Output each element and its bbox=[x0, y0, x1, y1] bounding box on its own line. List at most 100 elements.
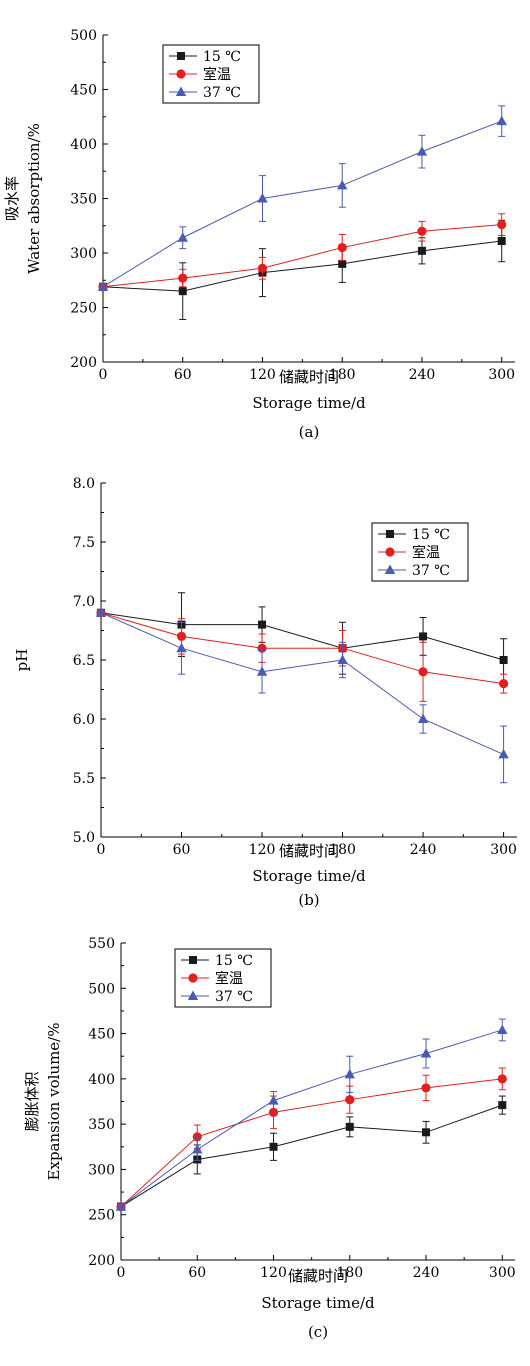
y-tick-label: 8.0 bbox=[73, 476, 95, 492]
data-point bbox=[256, 666, 268, 676]
y-tick-label: 5.5 bbox=[73, 771, 95, 787]
legend-marker bbox=[175, 86, 187, 96]
x-tick-label: 0 bbox=[97, 842, 106, 858]
legend-marker bbox=[385, 547, 395, 557]
data-point bbox=[497, 1074, 507, 1084]
x-tick-label: 240 bbox=[413, 1265, 440, 1281]
figure-caption: (c) bbox=[308, 1323, 328, 1341]
y-axis-title-en: Expansion volume/% bbox=[45, 1023, 63, 1181]
x-tick-label: 240 bbox=[409, 367, 436, 383]
x-tick-label: 60 bbox=[173, 842, 191, 858]
y-tick-label: 6.0 bbox=[73, 712, 95, 728]
y-tick-label: 200 bbox=[88, 1253, 115, 1269]
y-tick-label: 250 bbox=[70, 301, 97, 317]
data-point bbox=[499, 656, 508, 664]
series-line bbox=[120, 1104, 503, 1207]
legend-label: 37 ℃ bbox=[412, 563, 450, 579]
data-point bbox=[337, 654, 348, 664]
y-tick-label: 450 bbox=[70, 83, 97, 99]
x-tick-label: 300 bbox=[488, 367, 515, 383]
chart-b: 5.0 5.5 6.0 6.5 7.0 7.5 8.0 0 60 120 180 240 300 储藏时间… bbox=[13, 476, 517, 909]
y-tick-label: 450 bbox=[88, 1027, 115, 1043]
data-point bbox=[269, 1142, 278, 1151]
legend-label: 室温 bbox=[412, 544, 440, 561]
x-tick-label: 60 bbox=[188, 1265, 206, 1281]
series-line bbox=[100, 612, 504, 755]
legend-marker bbox=[176, 69, 186, 79]
data-point bbox=[337, 179, 348, 190]
series-line bbox=[102, 120, 502, 288]
series-line bbox=[120, 1078, 503, 1207]
series-room bbox=[116, 1067, 507, 1212]
chart-panel-b: 5.0 5.5 6.0 6.5 7.0 7.5 8.0 0 60 120 180 240 300 储藏时间… bbox=[0, 470, 530, 930]
series-line bbox=[120, 1029, 503, 1207]
chart-panel-c: 200 250 300 350 400 450 500 550 0 60 120 180 240 300 储… bbox=[0, 930, 530, 1366]
data-point bbox=[420, 1047, 432, 1058]
x-tick-label: 180 bbox=[329, 842, 356, 858]
data-point bbox=[417, 246, 426, 255]
x-axis-title-cn: 储藏时间 bbox=[279, 368, 339, 386]
y-tick-label: 7.5 bbox=[73, 535, 95, 551]
data-point bbox=[337, 242, 347, 253]
x-tick-label: 0 bbox=[99, 367, 108, 383]
y-axis-title-en: pH bbox=[13, 649, 31, 672]
data-point bbox=[178, 287, 187, 296]
chart-c: 200 250 300 350 400 450 500 550 0 60 120 180 240 300 储… bbox=[23, 936, 516, 1341]
y-tick-label: 350 bbox=[88, 1117, 115, 1133]
y-tick-label: 300 bbox=[70, 246, 97, 262]
x-axis-title-en: Storage time/d bbox=[252, 394, 366, 412]
series-s37 bbox=[97, 105, 507, 291]
figure-caption: (a) bbox=[299, 423, 320, 441]
data-point bbox=[258, 620, 267, 629]
y-tick-label: 300 bbox=[88, 1162, 115, 1178]
data-point bbox=[497, 1024, 508, 1034]
y-tick-label: 400 bbox=[88, 1072, 115, 1088]
data-point bbox=[498, 679, 509, 689]
data-point bbox=[419, 632, 428, 641]
x-tick-label: 120 bbox=[260, 1265, 287, 1281]
legend-label: 15 ℃ bbox=[215, 953, 253, 969]
y-tick-label: 7.0 bbox=[73, 594, 95, 610]
data-point bbox=[497, 220, 507, 230]
series-line bbox=[100, 612, 504, 661]
x-axis-title-cn: 储藏时间 bbox=[288, 1267, 348, 1285]
series-s15 bbox=[97, 592, 508, 682]
y-tick-label: 500 bbox=[88, 981, 115, 997]
series-s15 bbox=[117, 1095, 507, 1211]
y-tick-label: 5.0 bbox=[73, 830, 95, 846]
y-tick-label: 500 bbox=[70, 28, 97, 44]
x-axis-title-en: Storage time/d bbox=[261, 1294, 375, 1312]
legend-marker bbox=[187, 990, 199, 1000]
series-room bbox=[98, 213, 507, 292]
data-point bbox=[498, 1101, 507, 1110]
y-tick-label: 400 bbox=[70, 137, 97, 153]
data-point bbox=[345, 1095, 355, 1105]
data-point bbox=[257, 193, 268, 203]
legend-label: 15 ℃ bbox=[203, 49, 241, 65]
data-point bbox=[497, 237, 506, 246]
x-axis-title-cn: 储藏时间 bbox=[279, 842, 339, 860]
legend-label: 15 ℃ bbox=[412, 527, 450, 543]
series-line bbox=[102, 224, 502, 288]
legend-marker bbox=[386, 530, 394, 538]
data-point bbox=[268, 1095, 279, 1105]
series-s37 bbox=[115, 1018, 508, 1211]
x-axis-title-en: Storage time/d bbox=[252, 867, 366, 885]
series-line bbox=[102, 240, 502, 292]
y-tick-label: 6.5 bbox=[73, 653, 95, 669]
series-s37 bbox=[95, 607, 509, 784]
x-tick-label: 60 bbox=[174, 367, 192, 383]
series-room bbox=[96, 608, 509, 702]
legend-label: 37 ℃ bbox=[215, 989, 253, 1005]
x-tick-label: 120 bbox=[249, 842, 276, 858]
y-tick-label: 250 bbox=[88, 1208, 115, 1224]
data-point bbox=[176, 642, 187, 653]
series-line bbox=[100, 612, 504, 685]
x-tick-label: 240 bbox=[410, 842, 437, 858]
data-point bbox=[421, 1083, 431, 1093]
data-point bbox=[417, 713, 429, 723]
y-tick-label: 200 bbox=[70, 355, 97, 371]
figure-caption: (b) bbox=[298, 891, 319, 909]
y-axis-title-en: Water absorption/% bbox=[25, 123, 43, 274]
legend-marker bbox=[177, 52, 185, 60]
